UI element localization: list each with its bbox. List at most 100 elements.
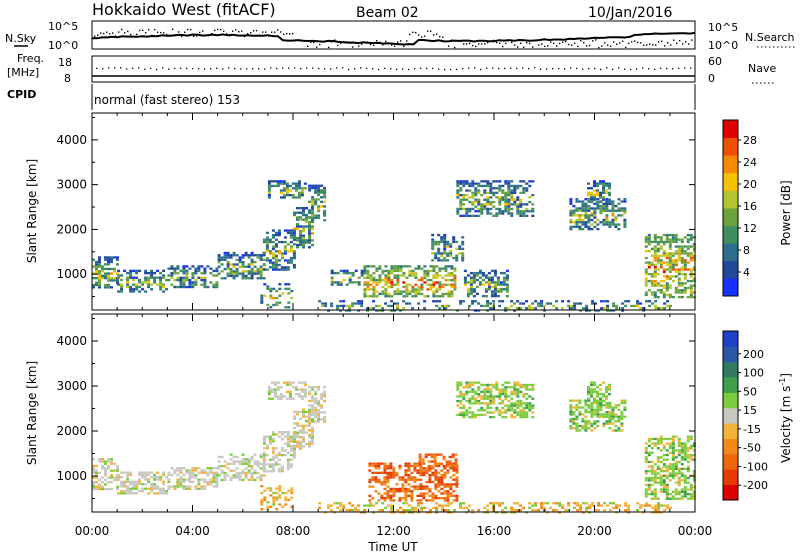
heatmap-cell — [135, 480, 139, 483]
heatmap-cell — [399, 290, 403, 293]
heatmap-cell — [504, 388, 508, 391]
heatmap-cell — [486, 504, 490, 507]
heatmap-cell — [611, 422, 615, 425]
heatmap-cell — [286, 465, 290, 468]
heatmap-cell — [683, 273, 687, 276]
heatmap-cell — [308, 246, 311, 249]
heatmap-cell — [253, 453, 257, 456]
heatmap-cell — [674, 460, 678, 464]
heatmap-cell — [674, 467, 678, 470]
heatmap-cell — [480, 207, 484, 211]
heatmap-cell — [483, 397, 487, 400]
heatmap-cell — [525, 404, 529, 407]
heatmap-cell — [279, 196, 283, 199]
heatmap-cell — [392, 490, 396, 493]
heatmap-cell — [620, 399, 624, 402]
heatmap-cell — [117, 473, 121, 477]
heatmap-cell — [110, 258, 113, 261]
heatmap-cell — [665, 495, 669, 498]
heatmap-cell — [287, 292, 291, 295]
heatmap-cell — [113, 478, 116, 481]
nsearch-point — [241, 30, 243, 32]
heatmap-cell — [256, 267, 260, 271]
heatmap-cell — [671, 495, 675, 498]
heatmap-cell — [289, 463, 293, 466]
heatmap-cell — [434, 474, 438, 477]
heatmap-cell — [572, 225, 576, 228]
heatmap-cell — [581, 209, 585, 212]
heatmap-cell — [456, 196, 460, 199]
heatmap-cell — [522, 203, 526, 206]
heatmap-cell — [268, 435, 272, 438]
heatmap-cell — [179, 471, 183, 474]
heatmap-cell — [110, 469, 113, 472]
heatmap-cell — [132, 276, 136, 279]
heatmap-cell — [98, 286, 101, 289]
heatmap-cell — [426, 272, 430, 275]
heatmap-cell — [296, 225, 299, 228]
heatmap-cell — [274, 245, 278, 248]
heatmap-cell — [486, 203, 490, 206]
heatmap-cell — [674, 481, 678, 484]
heatmap-cell — [229, 256, 233, 259]
heatmap-cell — [308, 445, 311, 448]
colorbar-tick-label: -50 — [743, 442, 761, 455]
heatmap-cell — [185, 265, 189, 268]
heatmap-cell — [182, 487, 186, 490]
heatmap-cell — [597, 502, 601, 505]
heatmap-cell — [581, 221, 585, 224]
heatmap-cell — [363, 265, 367, 268]
heatmap-cell — [519, 404, 523, 407]
heatmap-cell — [311, 220, 314, 224]
nsearch-point — [259, 34, 261, 37]
heatmap-cell — [262, 263, 266, 267]
heatmap-cell — [510, 191, 514, 194]
heatmap-cell — [677, 453, 681, 457]
colorbar-segment — [723, 484, 738, 501]
heatmap-cell — [120, 471, 124, 474]
heatmap-cell — [450, 267, 454, 270]
heatmap-cell — [483, 395, 487, 398]
heatmap-cell — [455, 259, 459, 262]
heatmap-cell — [686, 493, 690, 496]
heatmap-cell — [445, 460, 449, 463]
heatmap-cell — [390, 304, 394, 308]
heatmap-cell — [271, 470, 275, 473]
heatmap-cell — [677, 493, 681, 496]
heatmap-cell — [433, 460, 437, 463]
heatmap-cell — [308, 227, 311, 230]
heatmap-cell — [302, 218, 305, 221]
nave-point — [444, 69, 446, 71]
heatmap-cell — [200, 478, 204, 481]
heatmap-cell — [656, 476, 660, 480]
heatmap-cell — [644, 277, 648, 280]
heatmap-cell — [614, 406, 618, 409]
heatmap-cell — [493, 274, 497, 277]
heatmap-cell — [308, 211, 311, 214]
heatmap-cell — [575, 404, 579, 407]
heatmap-cell — [314, 216, 318, 220]
heatmap-cell — [659, 479, 663, 482]
heatmap-cell — [486, 198, 490, 201]
heatmap-cell — [689, 444, 693, 447]
heatmap-cell — [608, 198, 611, 201]
heatmap-cell — [271, 234, 275, 237]
heatmap-cell — [462, 300, 466, 303]
heatmap-cell — [654, 300, 658, 303]
nsearch-point — [220, 29, 222, 31]
heatmap-cell — [372, 300, 376, 303]
heatmap-cell — [575, 427, 579, 430]
heatmap-cell — [426, 288, 430, 291]
heatmap-cell — [101, 458, 104, 461]
nave-point — [192, 67, 194, 70]
nsearch-point — [649, 43, 651, 45]
heatmap-cell — [587, 218, 591, 222]
heatmap-cell — [480, 203, 484, 206]
heatmap-cell — [487, 281, 491, 284]
heatmap-cell — [611, 209, 615, 212]
heatmap-cell — [495, 388, 499, 391]
heatmap-cell — [271, 240, 275, 244]
beam-title: Beam 02 — [356, 5, 419, 21]
heatmap-cell — [510, 402, 514, 405]
heatmap-cell — [516, 393, 520, 396]
